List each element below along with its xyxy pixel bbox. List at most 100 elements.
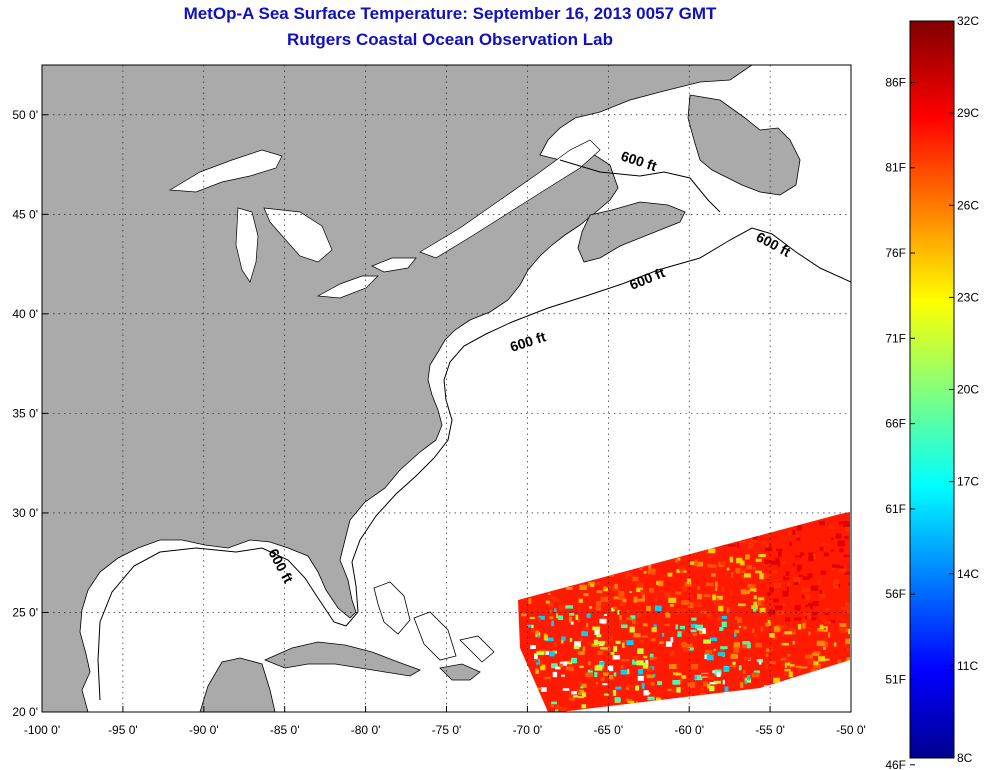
sst-pixel bbox=[795, 665, 802, 668]
sst-pixel bbox=[812, 601, 819, 607]
sst-pixel bbox=[633, 596, 638, 603]
sst-pixel bbox=[742, 669, 746, 674]
sst-pixel bbox=[551, 701, 557, 705]
sst-pixel bbox=[646, 667, 653, 673]
sst-pixel bbox=[765, 622, 771, 627]
sst-pixel bbox=[743, 580, 747, 584]
sst-pixel bbox=[649, 653, 654, 660]
sst-pixel bbox=[665, 641, 673, 647]
sst-pixel bbox=[687, 602, 694, 609]
sst-pixel bbox=[603, 693, 609, 696]
sst-pixel bbox=[561, 674, 565, 677]
sst-pixel bbox=[592, 626, 601, 631]
sst-pixel bbox=[769, 633, 775, 638]
sst-pixel bbox=[648, 568, 656, 575]
sst-pixel bbox=[602, 672, 609, 677]
sst-pixel bbox=[550, 663, 558, 669]
sst-pixel bbox=[740, 682, 744, 688]
sst-pixel bbox=[786, 665, 790, 669]
sst-pixel bbox=[637, 598, 645, 602]
sst-pixel bbox=[664, 623, 670, 626]
sst-pixel bbox=[831, 565, 835, 570]
sst-pixel bbox=[554, 641, 557, 648]
sst-pixel bbox=[780, 713, 785, 717]
sst-pixel bbox=[847, 603, 850, 609]
lon-tick-label: -70 0' bbox=[513, 723, 543, 737]
sst-pixel bbox=[796, 535, 801, 541]
sst-pixel bbox=[549, 650, 555, 657]
sst-pixel bbox=[776, 610, 785, 616]
sst-pixel bbox=[674, 558, 679, 563]
colorbar-label-fahrenheit: 81F bbox=[885, 161, 906, 175]
sst-pixel bbox=[817, 579, 821, 586]
sst-pixel bbox=[729, 556, 734, 563]
sst-pixel bbox=[785, 571, 790, 576]
sst-pixel bbox=[796, 564, 802, 570]
land-yucatan bbox=[199, 657, 276, 712]
sst-pixel bbox=[812, 553, 816, 560]
sst-pixel bbox=[578, 598, 583, 603]
sst-pixel bbox=[837, 659, 842, 665]
sst-pixel bbox=[622, 642, 625, 649]
sst-pixel bbox=[844, 527, 850, 532]
sst-pixel bbox=[742, 674, 745, 679]
sst-pixel bbox=[643, 690, 649, 696]
sst-pixel bbox=[582, 692, 587, 697]
sst-pixel bbox=[681, 599, 689, 605]
sst-pixel bbox=[784, 668, 791, 672]
sst-pixel bbox=[637, 675, 645, 681]
sst-pixel bbox=[630, 615, 636, 621]
sst-pixel bbox=[807, 573, 813, 578]
sst-pixel bbox=[773, 635, 777, 640]
sst-pixel bbox=[847, 628, 850, 635]
sst-pixel bbox=[838, 568, 847, 573]
sst-pixel bbox=[721, 715, 724, 717]
sst-pixel bbox=[618, 620, 627, 625]
sst-pixel bbox=[613, 646, 618, 652]
sst-pixel bbox=[827, 526, 836, 530]
sst-pixel bbox=[707, 556, 711, 559]
sst-pixel bbox=[688, 713, 693, 719]
lake-michigan bbox=[235, 207, 259, 283]
sst-pixel bbox=[808, 666, 813, 672]
sst-pixel bbox=[796, 535, 800, 538]
sst-pixel bbox=[700, 610, 707, 614]
colorbar-label-fahrenheit: 61F bbox=[885, 502, 906, 516]
sst-pixel bbox=[586, 613, 591, 618]
sst-pixel bbox=[799, 552, 805, 556]
sst-pixel bbox=[534, 653, 538, 660]
sst-pixel bbox=[780, 658, 787, 661]
sst-pixel bbox=[677, 591, 682, 595]
sst-pixel bbox=[580, 683, 587, 688]
sst-pixel bbox=[734, 629, 740, 634]
sst-pixel bbox=[755, 558, 762, 562]
latitude-axis: 20 0' 25 0' 30 0' 35 0' 40 0' 45 0' 50 0' bbox=[12, 108, 48, 719]
sst-pixel bbox=[729, 589, 733, 595]
sst-pixel bbox=[831, 642, 834, 646]
colorbar-label-fahrenheit: 86F bbox=[885, 75, 906, 89]
sst-pixel bbox=[690, 664, 698, 670]
sst-pixel bbox=[743, 590, 750, 594]
sst-pixel bbox=[638, 668, 644, 675]
sst-pixel bbox=[704, 649, 713, 655]
sst-pixel bbox=[788, 671, 793, 678]
sst-pixel bbox=[596, 634, 602, 638]
sst-pixel bbox=[562, 688, 570, 691]
sst-pixel bbox=[697, 586, 701, 590]
lon-tick-label: -100 0' bbox=[24, 723, 60, 737]
sst-pixel bbox=[786, 592, 789, 597]
sst-pixel bbox=[695, 624, 704, 629]
colorbar-label-fahrenheit: 51F bbox=[885, 673, 906, 687]
sst-pixel bbox=[559, 706, 568, 712]
sst-pixel bbox=[832, 584, 839, 590]
land-hispaniola bbox=[439, 663, 481, 681]
land-nova-scotia bbox=[577, 201, 686, 263]
sst-pixel bbox=[736, 542, 740, 549]
sst-pixel bbox=[828, 632, 831, 638]
sst-pixel bbox=[620, 665, 624, 669]
sst-pixel bbox=[751, 672, 760, 678]
land-newfoundland bbox=[687, 94, 801, 196]
lon-tick-label: -75 0' bbox=[432, 723, 462, 737]
sst-pixel bbox=[788, 628, 795, 633]
